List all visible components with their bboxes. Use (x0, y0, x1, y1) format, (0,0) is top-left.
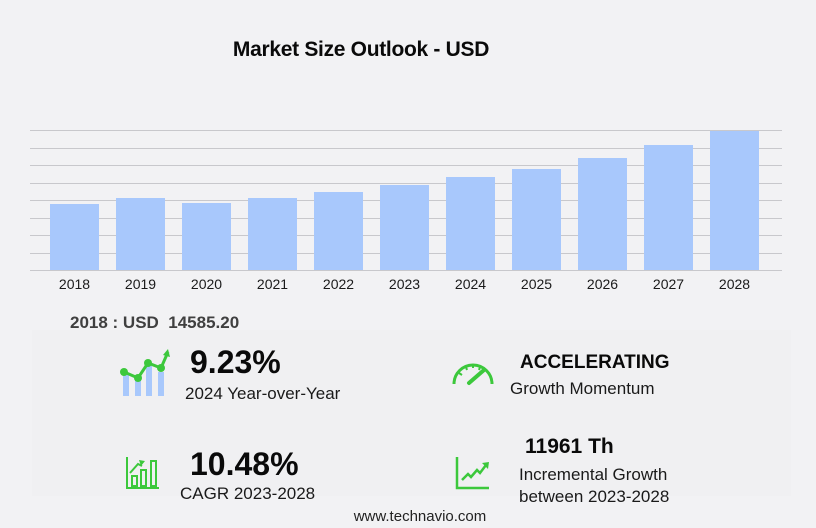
bar-2025 (512, 169, 561, 270)
gridline (30, 270, 782, 271)
kpi-panel (32, 330, 791, 496)
x-axis-label: 2022 (322, 276, 355, 292)
bar-2026 (578, 158, 627, 270)
cagr-value: 10.48% (190, 446, 299, 482)
bar-2028 (710, 131, 759, 270)
growth-chart-icon (120, 349, 170, 396)
bar-2020 (182, 203, 231, 270)
x-axis-label: 2026 (586, 276, 619, 292)
x-axis-label: 2027 (652, 276, 685, 292)
bar-2027 (644, 145, 693, 270)
gridline (30, 147, 782, 149)
x-axis-label: 2023 (388, 276, 421, 292)
chart-title: Market Size Outlook - USD (232, 38, 490, 61)
incremental-value: 11961 Th (525, 435, 614, 458)
incremental-label-line2: between 2023-2028 (519, 487, 670, 506)
yoy-label: 2024 Year-over-Year (185, 384, 341, 403)
gridline (30, 165, 782, 166)
x-axis-label: 2028 (718, 276, 751, 292)
base-year-value: 2018 : USD 14585.20 (70, 313, 240, 332)
x-axis-label: 2025 (520, 276, 553, 292)
bar-2023 (380, 185, 429, 270)
momentum-label: Growth Momentum (510, 379, 655, 398)
bar-chart-up-icon (126, 457, 159, 489)
x-axis-label: 2024 (454, 276, 487, 292)
gridline (30, 130, 782, 131)
bar-2018 (50, 204, 99, 270)
trend-line-icon (455, 457, 489, 490)
momentum-value: ACCELERATING (520, 352, 670, 373)
cagr-label: CAGR 2023-2028 (180, 484, 316, 503)
footer-url: www.technavio.com (353, 508, 487, 525)
bar-2022 (314, 192, 363, 270)
x-axis-label: 2019 (124, 276, 157, 292)
bar-chart: 2018 2019 2020 2021 2022 2023 2024 2025 2026 2027… (30, 120, 782, 300)
bar-2021 (248, 198, 297, 270)
bar-2019 (116, 198, 165, 270)
gridline (30, 182, 782, 184)
x-axis-label: 2020 (190, 276, 223, 292)
x-axis-label: 2018 (58, 276, 91, 292)
yoy-value: 9.23% (190, 344, 281, 380)
x-axis-label: 2021 (256, 276, 289, 292)
incremental-label-line1: Incremental Growth (519, 465, 668, 484)
speedometer-icon (452, 363, 494, 385)
bar-2024 (446, 177, 495, 270)
